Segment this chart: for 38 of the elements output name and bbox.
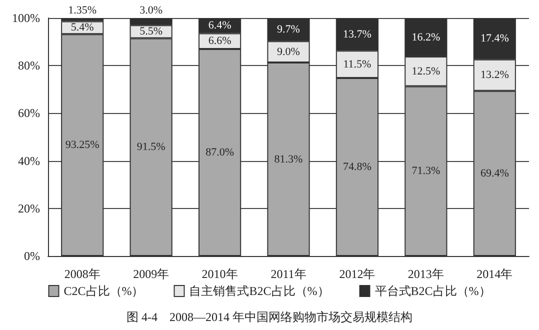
legend-label: C2C占比（%） xyxy=(64,284,144,298)
data-label: 91.5% xyxy=(136,141,166,154)
x-tick-label: 2014年 xyxy=(476,267,513,281)
data-label: 6.6% xyxy=(208,35,232,48)
data-label: 87.0% xyxy=(206,146,234,158)
x-tick-label: 2011年 xyxy=(270,267,306,281)
data-label: 71.3% xyxy=(412,165,440,178)
data-label: 69.4% xyxy=(480,167,509,180)
y-tick-label: 20% xyxy=(18,201,40,216)
legend-label: 平台式B2C占比（%） xyxy=(374,284,491,298)
data-label: 11.5% xyxy=(343,58,372,70)
y-tick-label: 60% xyxy=(18,106,40,120)
data-label: 13.7% xyxy=(343,28,372,40)
data-label: 9.7% xyxy=(277,24,300,36)
x-tick-label: 2010年 xyxy=(202,267,238,281)
y-tick-label: 80% xyxy=(18,58,40,73)
data-label: 13.2% xyxy=(480,69,509,82)
text: 图 4-4 2008—2014 年中国网络购物市场交易规模结构 xyxy=(126,310,412,324)
y-tick-label: 0% xyxy=(24,249,40,263)
data-label: 5.4% xyxy=(70,22,94,34)
data-label: 3.0% xyxy=(140,4,163,16)
x-tick-label: 2013年 xyxy=(408,267,444,281)
data-label: 17.4% xyxy=(480,32,509,45)
legend-label: 自主销售式B2C占比（%） xyxy=(189,284,330,298)
data-label: 9.0% xyxy=(277,46,300,58)
data-label: 5.5% xyxy=(140,26,163,38)
data-label: 12.5% xyxy=(412,65,440,78)
data-label: 6.4% xyxy=(208,20,232,32)
x-tick-label: 2009年 xyxy=(133,267,170,281)
data-label: 93.25% xyxy=(65,139,100,152)
data-label: 16.2% xyxy=(412,31,440,44)
x-tick-label: 2012年 xyxy=(339,267,376,281)
data-label: 74.8% xyxy=(343,160,372,173)
y-tick-label: 100% xyxy=(12,11,40,25)
data-label: 81.3% xyxy=(274,153,303,166)
y-tick-label: 40% xyxy=(18,154,40,168)
x-tick-label: 2008年 xyxy=(64,267,100,281)
data-label: 1.35% xyxy=(68,4,97,16)
